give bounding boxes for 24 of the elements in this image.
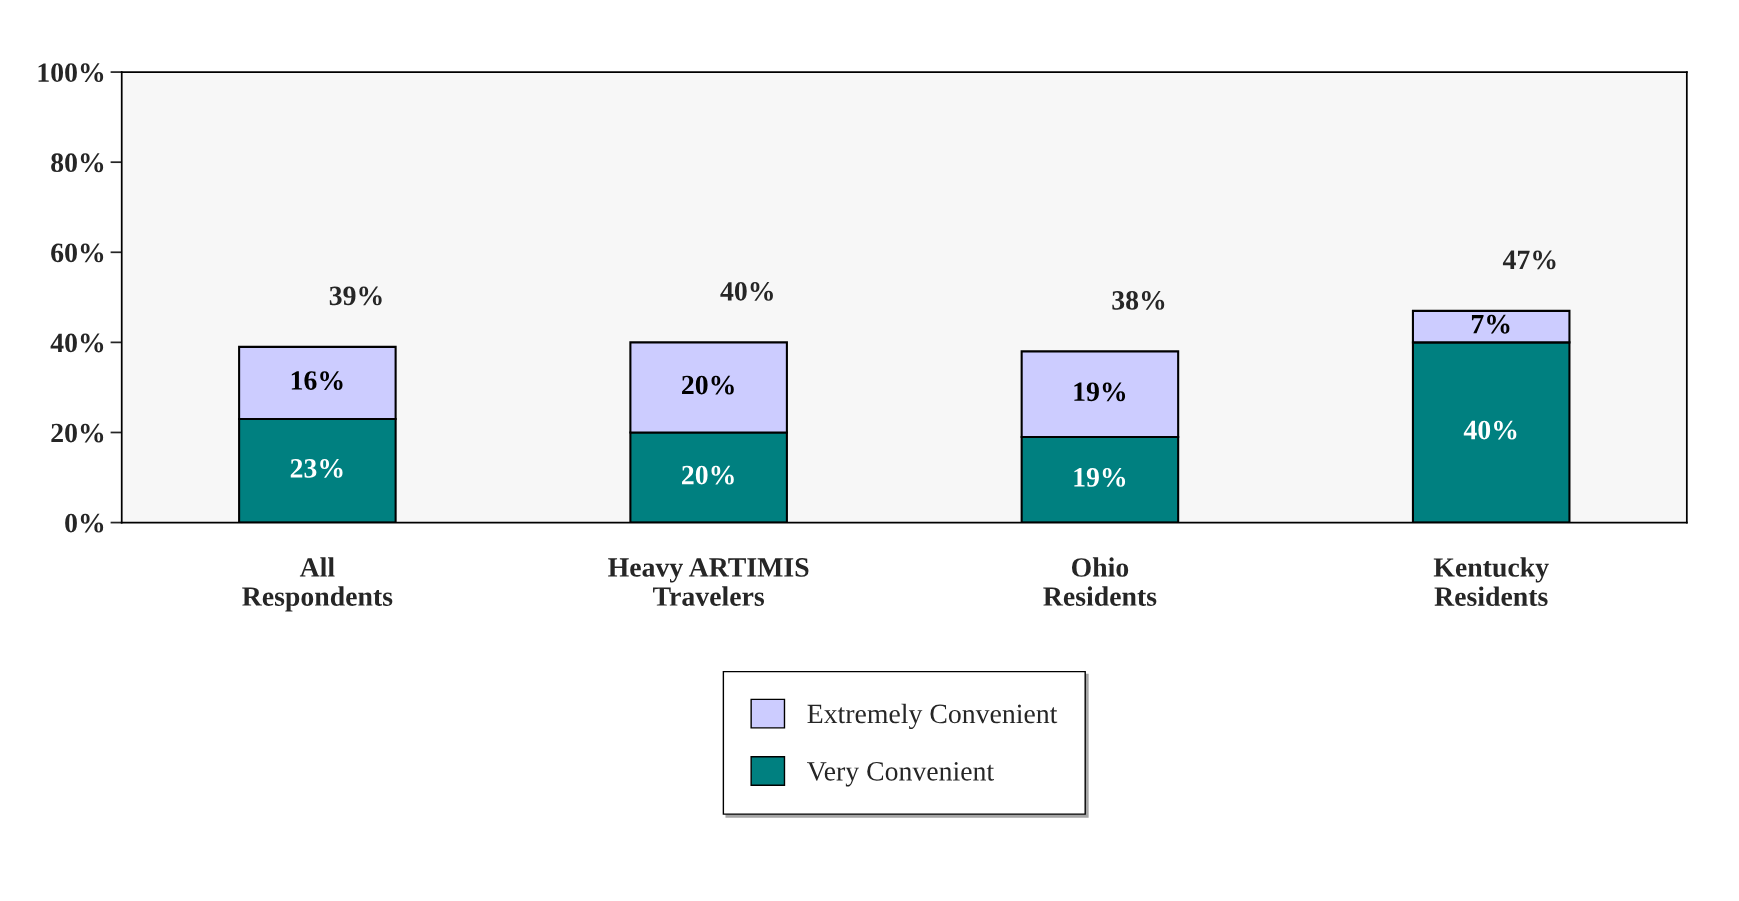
total-label: 47% bbox=[1502, 250, 1556, 270]
y-tick-label: 20% bbox=[51, 423, 104, 443]
y-tick-label: 100% bbox=[38, 63, 104, 83]
data-label: 20% bbox=[682, 375, 734, 395]
y-tick-label: 40% bbox=[50, 333, 104, 353]
legend-label: Very Convenient bbox=[807, 762, 994, 787]
total-label: 39% bbox=[329, 286, 382, 306]
y-tick-label: 0% bbox=[65, 513, 104, 533]
x-tick-label: Ohio Residents bbox=[1043, 557, 1157, 606]
x-tick-label: Heavy ARTIMIS Travelers bbox=[608, 558, 809, 606]
y-tick-label: 80% bbox=[51, 153, 104, 173]
data-label: 16% bbox=[291, 371, 343, 390]
data-label: 19% bbox=[1074, 467, 1126, 487]
y-tick-label: 60% bbox=[51, 243, 104, 263]
data-label: 23% bbox=[290, 458, 343, 478]
data-label: 19% bbox=[1074, 382, 1126, 402]
data-label: 7% bbox=[1471, 314, 1510, 334]
data-label: 40% bbox=[1463, 420, 1517, 440]
total-label: 40% bbox=[720, 281, 773, 301]
x-tick-label: All Respondents bbox=[242, 557, 393, 612]
x-tick-label: Kentucky Residents bbox=[1433, 557, 1549, 606]
total-label: 38% bbox=[1112, 290, 1165, 310]
legend-label: Extremely Convenient bbox=[807, 703, 1058, 729]
data-label: 20% bbox=[682, 465, 734, 485]
